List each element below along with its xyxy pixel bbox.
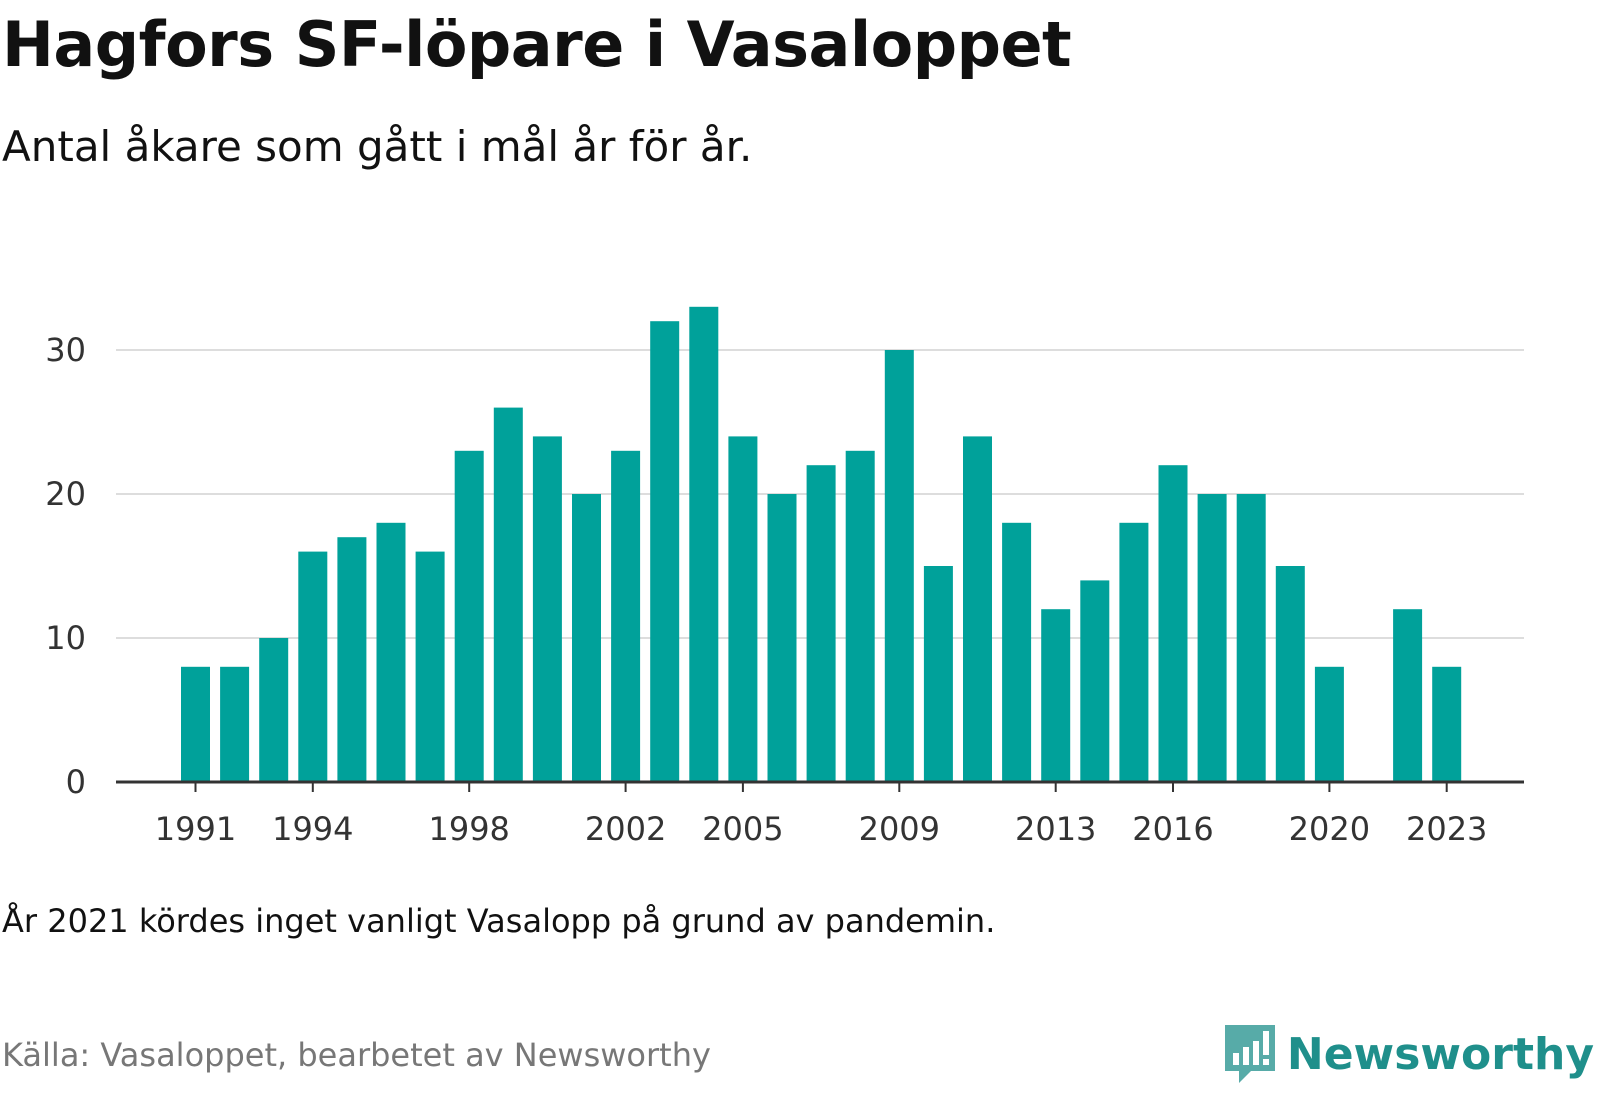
- newsworthy-logo-icon: [1224, 1025, 1275, 1083]
- bar-2023[interactable]: [1432, 666, 1462, 782]
- bar-2014[interactable]: [1080, 580, 1110, 782]
- x-tick-label: 1991: [155, 810, 236, 848]
- x-tick-label: 2005: [702, 810, 783, 848]
- bar-2022[interactable]: [1393, 609, 1423, 782]
- axes: 0 10 20 30 1991 1994 1998 2002 2005 2009 2013 2016 2…: [45, 331, 1524, 848]
- bar-2018[interactable]: [1236, 494, 1266, 782]
- bar-1995[interactable]: [337, 537, 367, 782]
- chart-title: Hagfors SF-löpare i Vasaloppet: [2, 8, 1072, 81]
- bar-2002[interactable]: [611, 450, 641, 782]
- bar-1996[interactable]: [376, 522, 406, 782]
- brand-logo[interactable]: Newsworthy: [1221, 1018, 1594, 1090]
- x-tick-label: 2009: [859, 810, 940, 848]
- bar-2009[interactable]: [884, 350, 914, 782]
- bar-2000[interactable]: [532, 436, 562, 782]
- x-tick-label: 1994: [272, 810, 353, 848]
- bar-1997[interactable]: [415, 551, 445, 782]
- bar-1992[interactable]: [220, 666, 250, 782]
- bar-1994[interactable]: [298, 551, 328, 782]
- bar-1993[interactable]: [259, 638, 289, 782]
- bar-1999[interactable]: [493, 407, 523, 782]
- bar-2008[interactable]: [845, 450, 875, 782]
- y-tick-label: 0: [66, 763, 86, 801]
- y-tick-label: 30: [45, 331, 86, 369]
- bar-2019[interactable]: [1275, 566, 1305, 782]
- bar-2020[interactable]: [1314, 666, 1344, 782]
- bar-2013[interactable]: [1041, 609, 1071, 782]
- bar-2016[interactable]: [1158, 465, 1188, 782]
- x-tick-label: 2002: [585, 810, 666, 848]
- x-tick-label: 2023: [1406, 810, 1487, 848]
- bar-2005[interactable]: [728, 436, 758, 782]
- brand-name: Newsworthy: [1286, 1028, 1594, 1080]
- y-tick-label: 20: [45, 475, 86, 513]
- bar-1998[interactable]: [454, 450, 484, 782]
- bar-2001[interactable]: [572, 494, 601, 782]
- bar-2003[interactable]: [650, 321, 680, 782]
- bar-2011[interactable]: [963, 436, 992, 782]
- bars: [181, 306, 1462, 782]
- bar-2017[interactable]: [1197, 494, 1227, 782]
- x-tick-label: 2020: [1289, 810, 1370, 848]
- bar-2004[interactable]: [689, 306, 719, 782]
- x-tick-label: 2013: [1015, 810, 1096, 848]
- bar-1991[interactable]: [181, 666, 210, 782]
- x-tick-label: 2016: [1132, 810, 1213, 848]
- bar-2006[interactable]: [767, 494, 797, 782]
- bar-2012[interactable]: [1002, 522, 1032, 782]
- chart-subtitle: Antal åkare som gått i mål år för år.: [2, 122, 753, 171]
- chart-source: Källa: Vasaloppet, bearbetet av Newswort…: [2, 1036, 711, 1074]
- x-tick-label: 1998: [428, 810, 509, 848]
- chart-note: År 2021 kördes inget vanligt Vasalopp på…: [2, 902, 996, 940]
- bar-2015[interactable]: [1119, 522, 1149, 782]
- bar-2007[interactable]: [806, 465, 836, 782]
- bar-2010[interactable]: [923, 566, 953, 782]
- y-tick-label: 10: [45, 619, 86, 657]
